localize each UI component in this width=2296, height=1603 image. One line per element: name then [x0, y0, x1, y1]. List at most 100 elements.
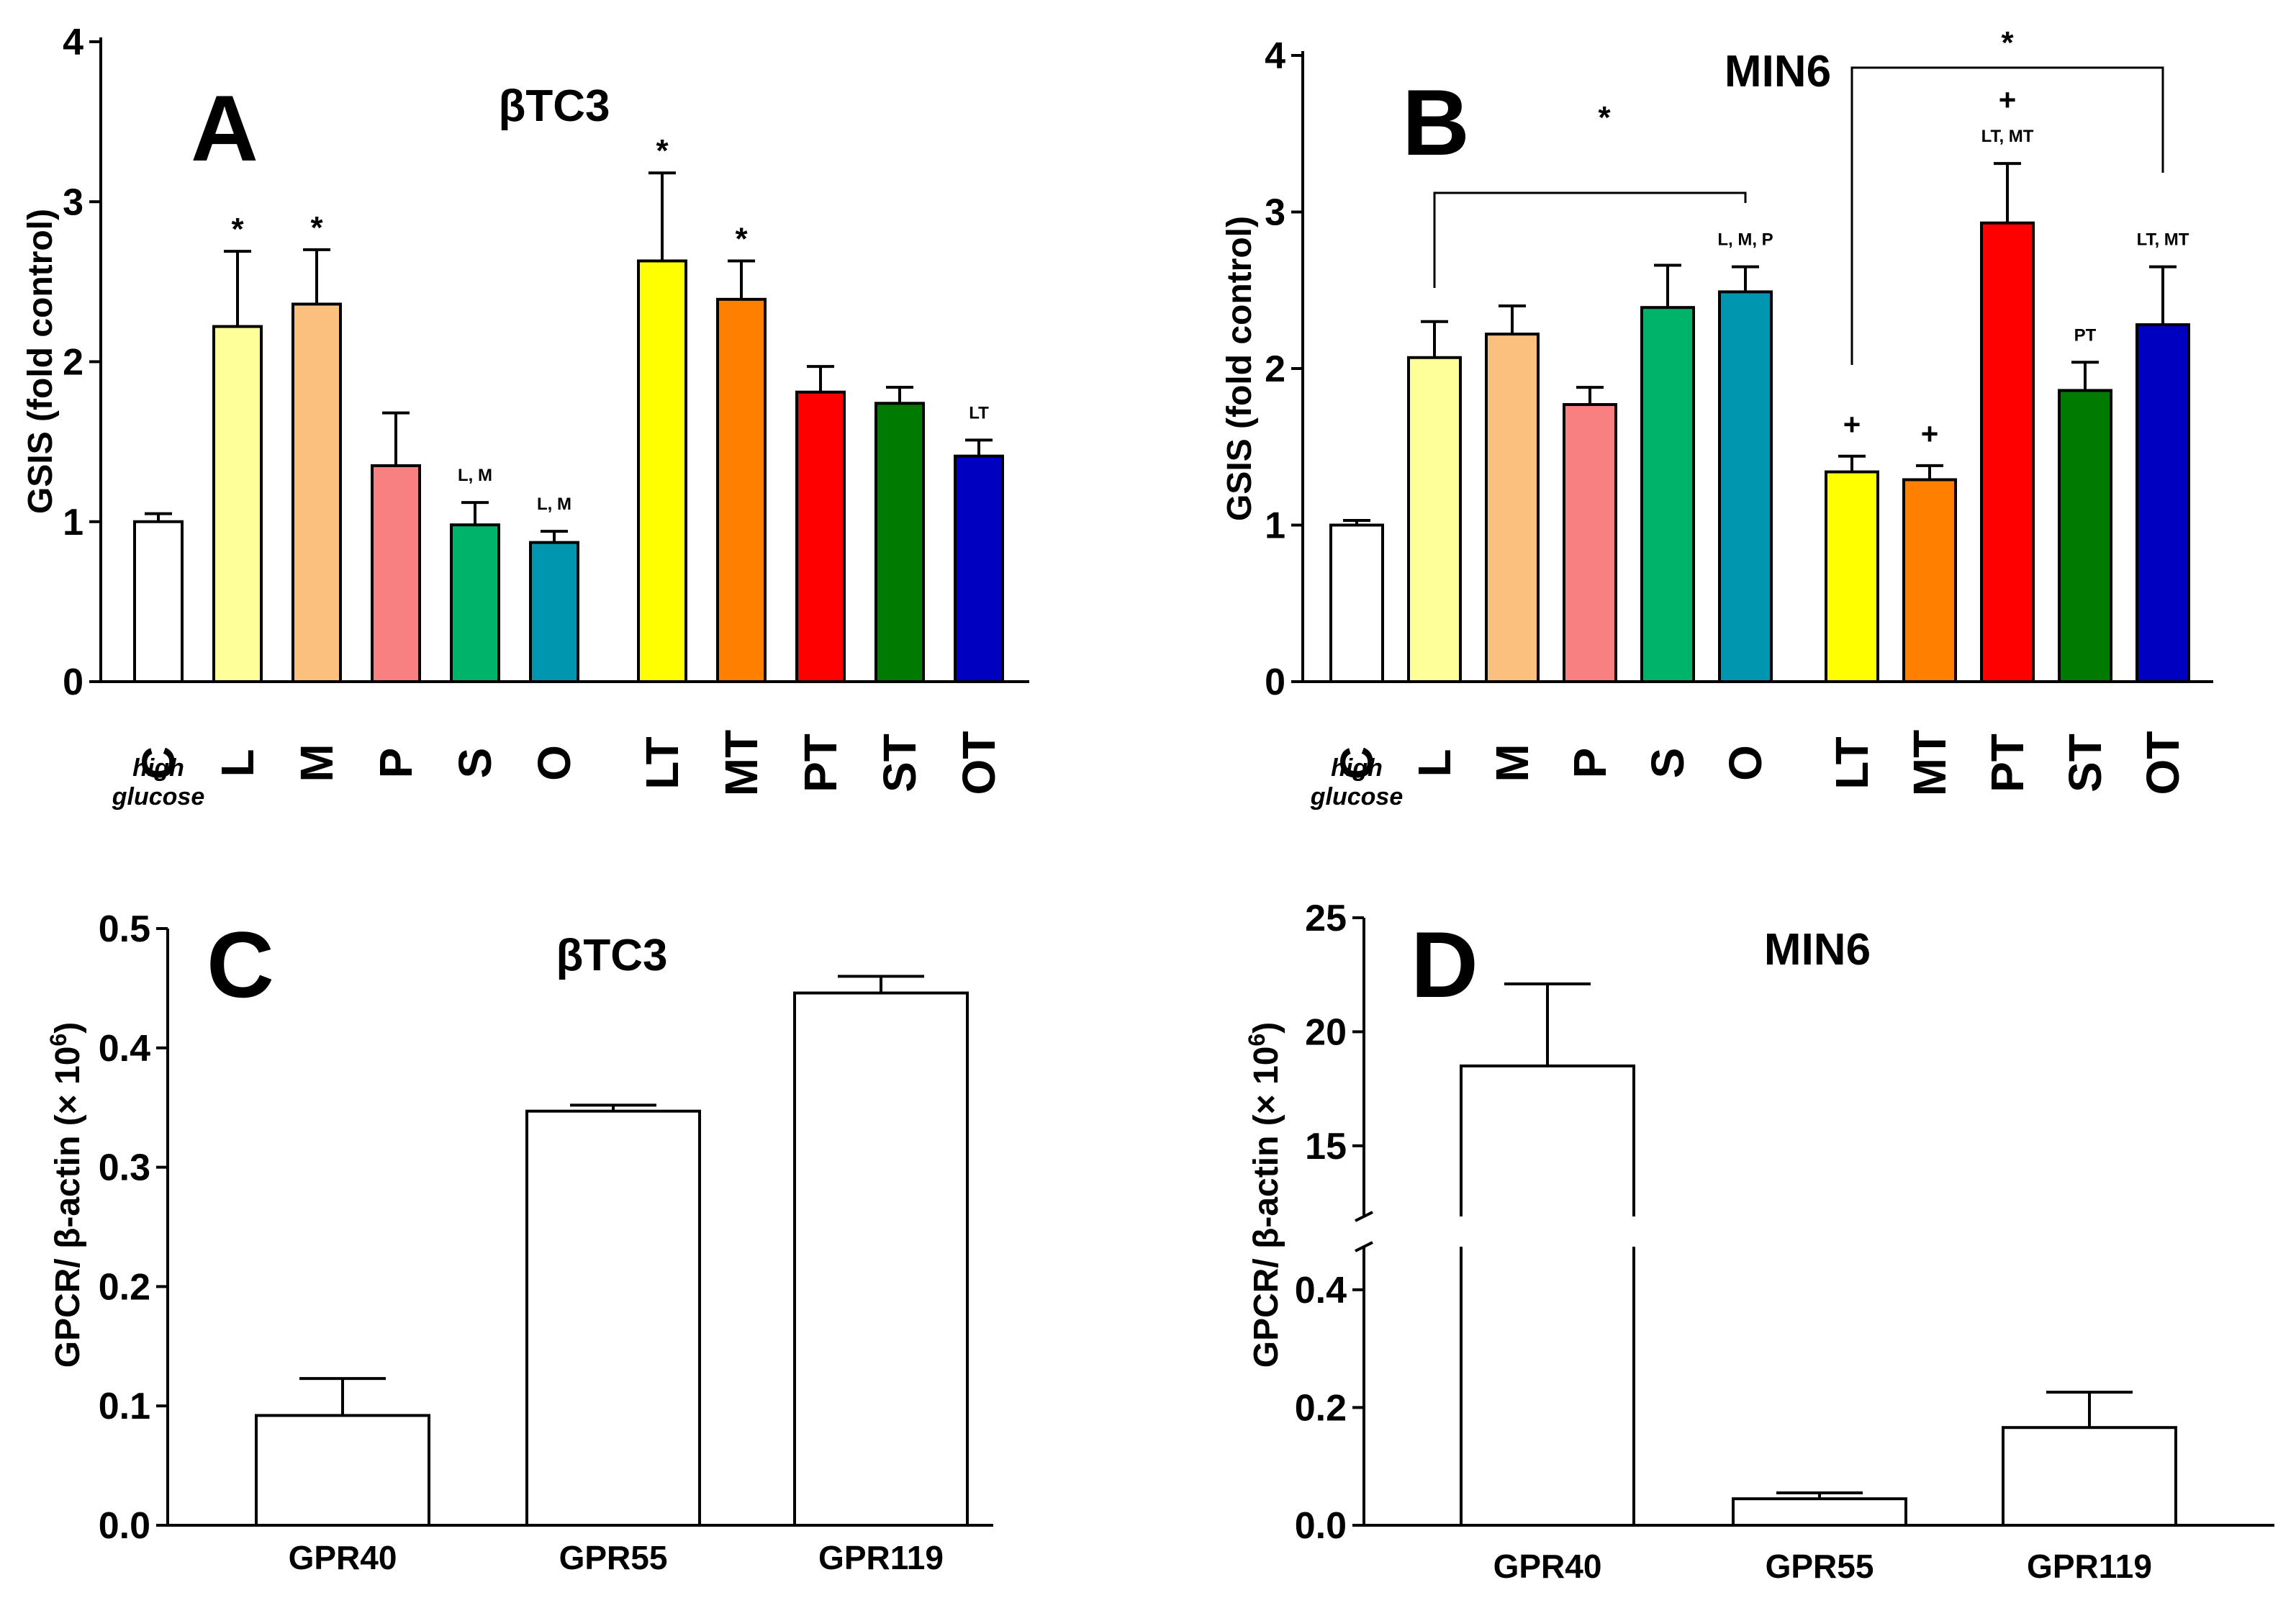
b-y-tick-label: 1: [1265, 505, 1285, 547]
b-panel-title: MIN6: [1725, 47, 1831, 96]
c-y-tick-label: 0.1: [99, 1386, 150, 1427]
a-x-label-c: C: [132, 746, 184, 780]
a-y-axis-label: GSIS (fold control): [22, 209, 60, 514]
c-x-label-gpr40: GPR40: [289, 1539, 397, 1576]
b-x-label-o: O: [1719, 745, 1771, 781]
d-panel-title: MIN6: [1764, 925, 1871, 975]
d-bar-gpr119: [2002, 1426, 2177, 1527]
b-annotation-mt: +: [1921, 417, 1939, 451]
a-x-label-p: P: [370, 748, 422, 779]
a-y-tick-label: 0: [63, 661, 83, 703]
a-y-tick-label: 4: [63, 22, 83, 63]
a-bar-lt: [637, 259, 687, 684]
c-y-label-sup: 6: [45, 1034, 71, 1047]
d-y-label-end: ): [1247, 1022, 1285, 1034]
a-annotation-lt: *: [656, 133, 669, 168]
c-y-tick-label: 0.5: [99, 908, 150, 950]
a-x-label-m: M: [291, 744, 343, 782]
a-annotation-mt: *: [735, 221, 748, 256]
d-y-tick-label: 0.0: [1295, 1505, 1347, 1547]
d-x-label-gpr40: GPR40: [1493, 1548, 1602, 1585]
a-bar-ot: [954, 454, 1004, 683]
b-control-label-line2: glucose: [1310, 783, 1403, 810]
d-y-tick-label: 25: [1305, 898, 1347, 939]
c-y-axis-label: GPCR/ β-actin (× 106): [45, 1022, 87, 1368]
b-significance-bracket-2: [1850, 66, 2164, 365]
b-bar-o: [1718, 290, 1773, 683]
b-bar-pt: [1980, 221, 2035, 684]
a-y-tick-label: 3: [63, 181, 83, 223]
c-y-tick-label: 0.2: [99, 1266, 150, 1308]
c-y-tick-label: 0.3: [99, 1147, 150, 1189]
c-panel-letter: C: [207, 912, 274, 1017]
c-y-tick-label: 0.4: [99, 1028, 150, 1070]
d-x-label-gpr119: GPR119: [2027, 1548, 2152, 1585]
a-panel-title: βTC3: [499, 81, 610, 131]
a-y-tick-label: 1: [63, 502, 83, 543]
b-x-label-mt: MT: [1904, 730, 1956, 796]
b-bar-lt: [1825, 470, 1879, 683]
a-bar-c: [133, 520, 184, 683]
c-x-label-gpr119: GPR119: [818, 1539, 944, 1576]
d-bar-gpr40-upper: [1460, 1064, 1635, 1216]
d-y-tick-label: 0.2: [1295, 1387, 1347, 1429]
c-x-label-gpr55: GPR55: [559, 1539, 668, 1576]
d-panel-letter: D: [1411, 912, 1478, 1017]
d-x-label-gpr55: GPR55: [1766, 1548, 1874, 1585]
b-panel-letter: B: [1402, 70, 1470, 175]
b-annotation-o: L, M, P: [1717, 230, 1773, 250]
a-x-label-l: L: [212, 749, 263, 777]
a-control-label-line2: glucose: [112, 783, 204, 810]
b-x-label-s: S: [1642, 748, 1694, 779]
a-x-label-pt: PT: [795, 733, 846, 793]
b-bracket-label-2: *: [2001, 25, 2014, 60]
d-y-axis-label: GPCR/ β-actin (× 106): [1244, 1022, 1285, 1368]
b-significance-bracket-1: [1433, 191, 1747, 288]
d-y-label-sup: 6: [1244, 1034, 1270, 1047]
a-annotation-o: L, M: [537, 495, 571, 514]
a-bar-s: [450, 523, 500, 683]
a-bar-p: [371, 464, 421, 684]
b-x-label-m: M: [1486, 744, 1538, 782]
a-bar-st: [874, 402, 925, 683]
b-y-tick-label: 3: [1265, 192, 1285, 234]
b-annotation-st: PT: [2074, 325, 2097, 345]
panel-d-chart: 0.0 0.2 0.4 15 20 25 GPCR/ β-actin (× 106) D MIN…: [1244, 898, 2274, 1585]
a-annotation-ot: LT: [969, 403, 989, 423]
c-y-label-end: ): [49, 1022, 87, 1034]
b-annotation-pt: +: [1999, 83, 2017, 117]
a-x-label-s: S: [449, 748, 501, 779]
a-x-label-o: O: [528, 745, 580, 781]
b-x-label-lt: LT: [1826, 736, 1878, 789]
d-y-label-main: GPCR/ β-actin (× 10: [1247, 1047, 1285, 1368]
c-bar-gpr55: [525, 1109, 701, 1527]
a-bar-m: [291, 302, 342, 683]
d-y-tick-label: 15: [1305, 1126, 1347, 1168]
b-control-label-line1: high: [1331, 754, 1383, 782]
b-bar-l: [1407, 356, 1462, 683]
d-axis-break-mark-lower: [1355, 1241, 1373, 1252]
panel-a-chart: 0 1 2 3 4 GSIS (fold control) A βTC3 C L M P S O LT MT P…: [22, 22, 1029, 810]
b-bar-mt: [1902, 478, 1957, 683]
b-x-label-l: L: [1409, 749, 1460, 777]
c-panel-title: βTC3: [556, 931, 668, 980]
a-x-label-st: ST: [874, 733, 926, 793]
b-annotation-lt: +: [1843, 407, 1861, 441]
d-y-tick-label: 20: [1305, 1011, 1347, 1053]
c-bar-gpr119: [793, 991, 969, 1527]
b-x-label-pt: PT: [1981, 733, 2033, 793]
c-y-label-main: GPCR/ β-actin (× 10: [49, 1047, 87, 1368]
b-bar-st: [2058, 389, 2112, 683]
b-x-label-ot: OT: [2137, 731, 2189, 795]
b-annotation-ot: LT, MT: [2137, 230, 2189, 250]
d-bar-gpr40-lower: [1460, 1247, 1635, 1525]
panel-b-chart: 0 1 2 3 4 GSIS (fold control) B MIN6 C L M P S O LT MT P…: [1221, 25, 2213, 810]
a-bar-pt: [795, 390, 846, 683]
a-y-tick-label: 2: [63, 342, 83, 384]
a-control-label-line1: high: [132, 754, 184, 782]
a-bar-l: [212, 325, 263, 683]
b-y-axis-label: GSIS (fold control): [1221, 216, 1259, 521]
d-bar-gpr55: [1732, 1497, 1907, 1527]
a-annotation-s: L, M: [458, 466, 492, 485]
